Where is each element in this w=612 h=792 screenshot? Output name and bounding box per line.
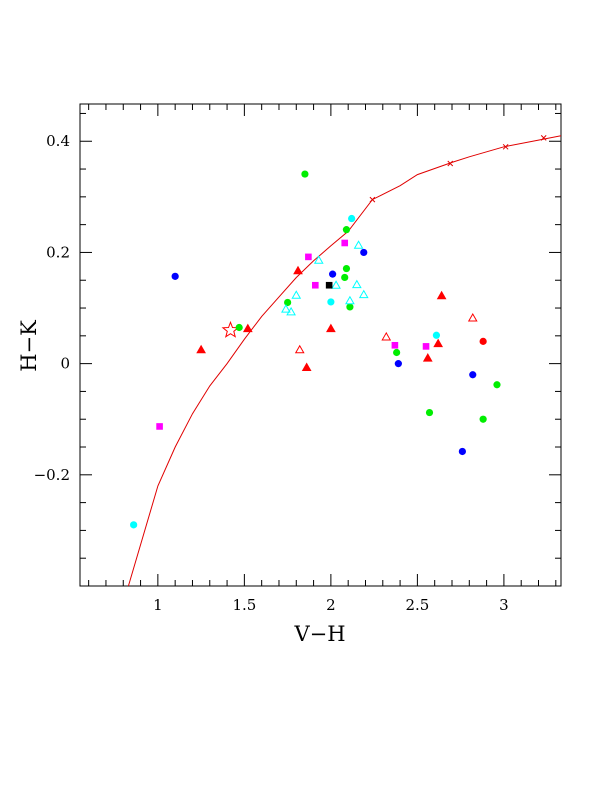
x-axis-title: V−H bbox=[293, 622, 345, 646]
data-point-open-triangle bbox=[291, 290, 302, 299]
data-point-square bbox=[422, 343, 430, 350]
data-point-circle bbox=[130, 521, 138, 529]
data-point-open-triangle bbox=[331, 280, 341, 289]
data-point-circle bbox=[301, 170, 309, 178]
plot-frame bbox=[79, 103, 562, 587]
data-point-circle bbox=[346, 303, 354, 311]
data-point-triangle bbox=[433, 338, 444, 348]
data-point-circle bbox=[348, 214, 356, 223]
data-point-circle bbox=[425, 408, 434, 417]
x-tick-label: 2.5 bbox=[405, 596, 429, 614]
data-point-open-triangle bbox=[313, 255, 324, 264]
data-point-triangle bbox=[326, 323, 336, 333]
data-point-square bbox=[312, 281, 319, 289]
star-marker bbox=[221, 320, 240, 338]
x-tick-label: 3 bbox=[499, 596, 509, 614]
data-point-open-triangle bbox=[381, 331, 392, 341]
data-point-square bbox=[341, 239, 349, 247]
data-point-triangle bbox=[293, 265, 303, 275]
curve-cross-marker bbox=[369, 196, 376, 203]
model-curve bbox=[127, 135, 561, 586]
data-point-circle bbox=[284, 298, 292, 307]
curve-cross-marker bbox=[502, 143, 509, 150]
curve-cross-marker bbox=[447, 160, 454, 167]
data-point-open-triangle bbox=[345, 295, 355, 305]
axis-ticks bbox=[80, 104, 561, 587]
data-point-circle bbox=[327, 298, 335, 306]
y-tick-label: 0 bbox=[60, 355, 70, 373]
data-point-circle bbox=[479, 337, 487, 345]
data-point-square bbox=[156, 423, 163, 430]
data-point-circle bbox=[171, 272, 179, 280]
data-point-triangle bbox=[242, 323, 253, 333]
data-point-circle bbox=[235, 323, 243, 332]
data-point-circle bbox=[360, 248, 368, 257]
curve-cross-marker bbox=[540, 135, 547, 141]
y-tick-label: 0.4 bbox=[46, 132, 70, 150]
data-point-circle bbox=[393, 348, 401, 357]
data-point-square bbox=[305, 253, 312, 261]
data-point-circle bbox=[394, 360, 402, 368]
data-point-open-triangle bbox=[294, 344, 305, 354]
data-point-circle bbox=[458, 447, 466, 456]
y-tick-label: −0.2 bbox=[34, 466, 70, 484]
data-point-triangle bbox=[301, 362, 312, 372]
data-point-circle bbox=[342, 264, 351, 273]
y-axis-title: H−K bbox=[17, 320, 41, 372]
data-point-circle bbox=[341, 273, 349, 282]
data-point-circle bbox=[432, 331, 441, 339]
data-point-open-triangle bbox=[351, 279, 362, 289]
data-point-square bbox=[325, 281, 333, 289]
data-point-open-triangle bbox=[286, 306, 296, 316]
data-point-circle bbox=[342, 226, 351, 234]
data-point-open-triangle bbox=[358, 289, 369, 299]
x-tick-label: 1 bbox=[153, 596, 163, 614]
data-point-circle bbox=[329, 270, 337, 278]
x-tick-label: 1.5 bbox=[232, 596, 256, 614]
data-point-triangle bbox=[436, 290, 447, 300]
data-point-open-triangle bbox=[353, 240, 364, 249]
data-point-triangle bbox=[422, 353, 433, 362]
y-tick-label: 0.2 bbox=[46, 243, 70, 261]
data-point-open-triangle bbox=[467, 313, 478, 322]
data-point-circle bbox=[493, 381, 501, 389]
data-point-square bbox=[391, 341, 399, 349]
data-point-circle bbox=[469, 371, 477, 379]
data-points bbox=[130, 170, 501, 529]
data-point-circle bbox=[479, 415, 487, 423]
model-curve-line bbox=[127, 135, 561, 586]
data-point-triangle bbox=[196, 344, 206, 354]
tick-labels: 1 1.5 2 2.5 3 −0.2 0 0.2 0.4 bbox=[34, 132, 509, 614]
x-tick-label: 2 bbox=[326, 596, 336, 614]
data-point-open-triangle bbox=[281, 304, 291, 313]
